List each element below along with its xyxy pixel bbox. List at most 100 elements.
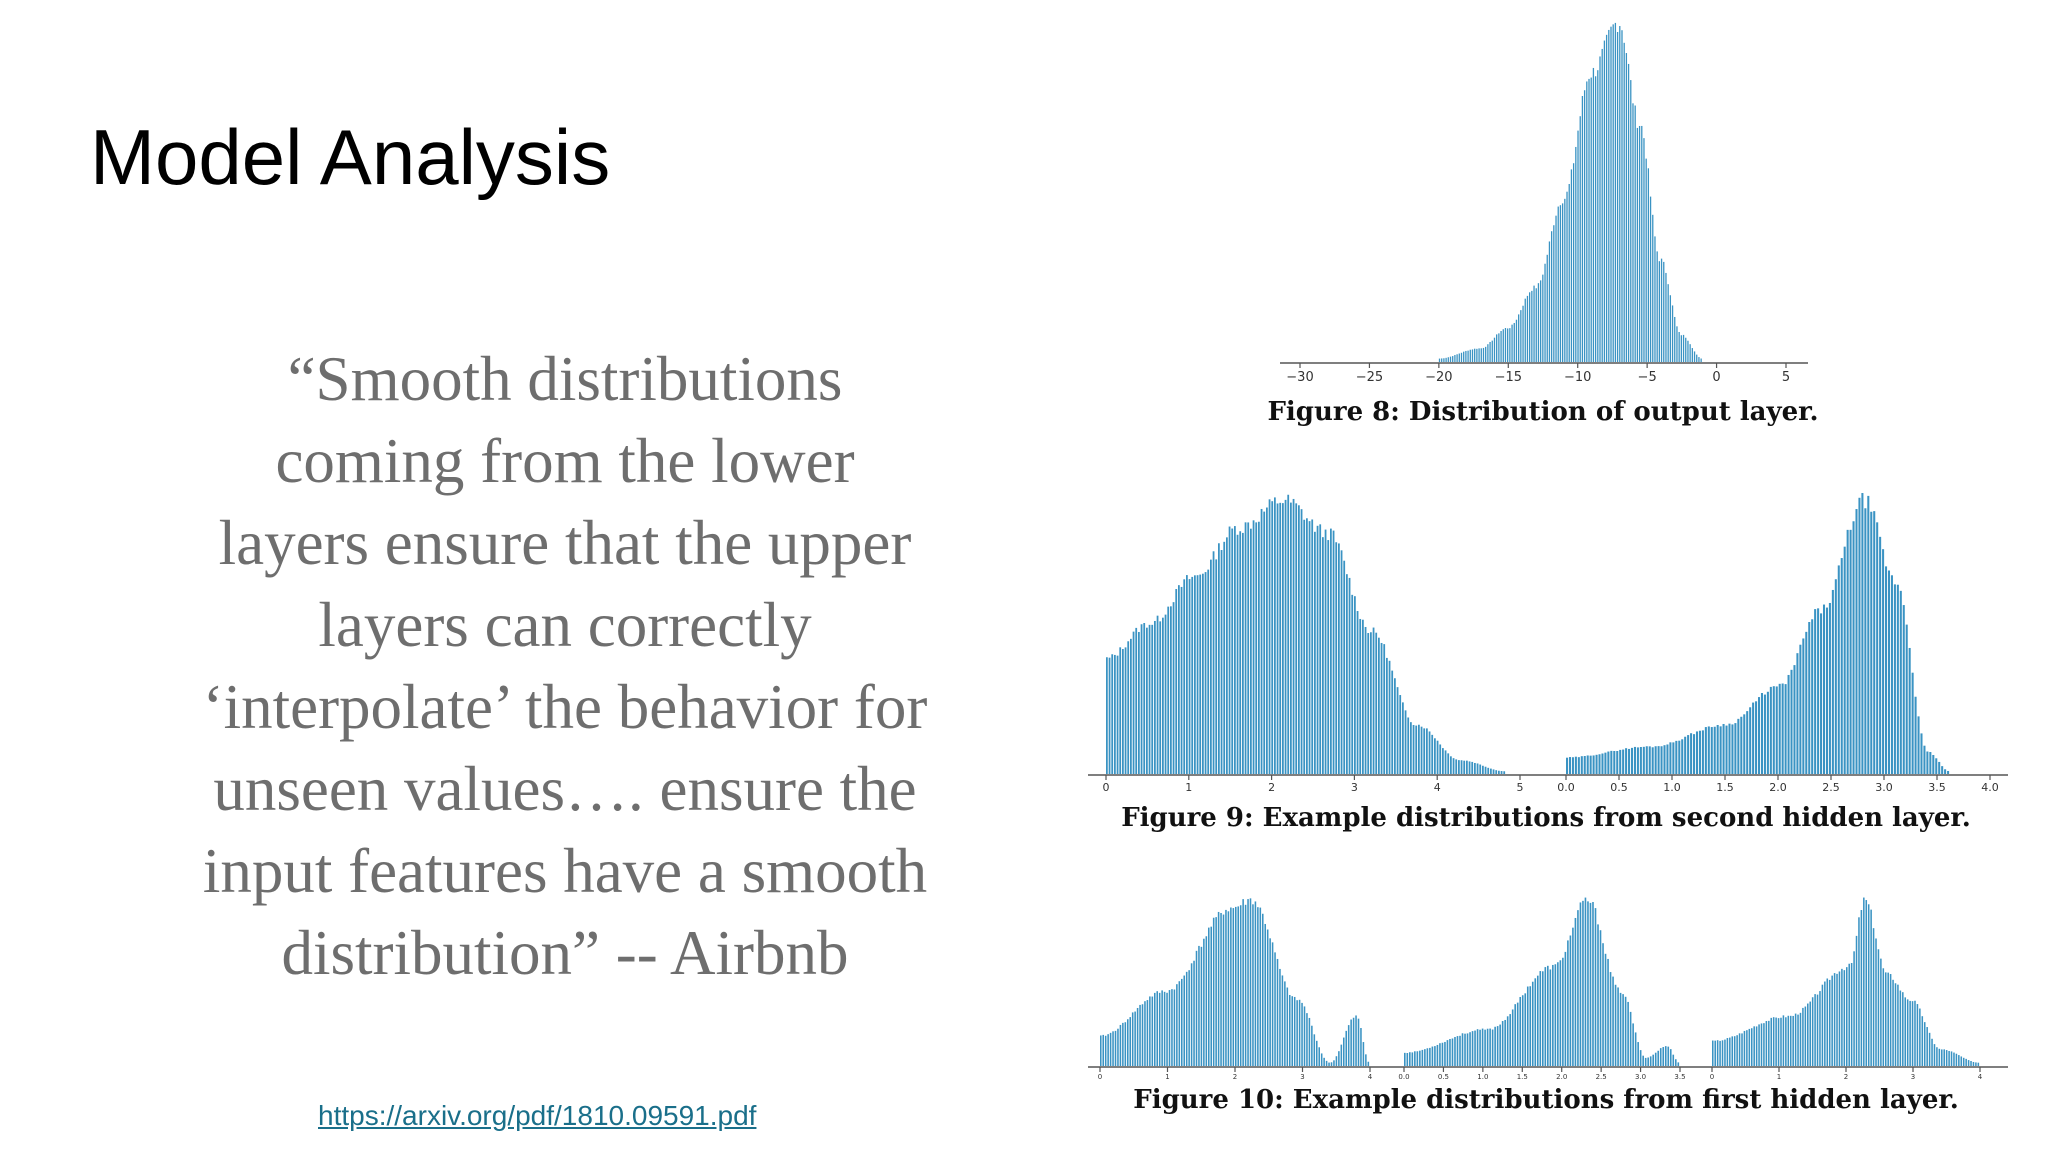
histogram-bar — [1831, 975, 1833, 1066]
histogram-bar — [1468, 761, 1471, 774]
histogram-bar — [1782, 1015, 1785, 1066]
histogram-bar — [1840, 558, 1843, 774]
histogram-bar — [1325, 1060, 1328, 1066]
histogram-bar — [1367, 1061, 1370, 1066]
histogram-bar — [1610, 26, 1612, 363]
histogram-bar — [1458, 353, 1460, 362]
histogram-bar — [1161, 990, 1163, 1066]
histogram-bar — [1941, 1049, 1943, 1066]
histogram-bar — [1154, 620, 1156, 774]
histogram-bar — [1838, 971, 1841, 1066]
histogram-bar — [1665, 272, 1667, 362]
histogram-bar — [1524, 993, 1527, 1066]
histogram-bar — [1603, 40, 1606, 363]
histogram-bar — [1669, 742, 1672, 774]
histogram-bar — [1663, 261, 1665, 362]
histogram-bar — [1340, 1044, 1343, 1066]
histogram-bar — [1725, 725, 1728, 774]
histogram-bar — [1712, 1040, 1714, 1066]
histogram-bar — [1714, 1040, 1716, 1066]
histogram-bar — [1191, 576, 1194, 774]
histogram-bar — [1896, 584, 1899, 774]
histogram-bar — [1633, 746, 1636, 774]
histogram-bar — [1402, 702, 1404, 774]
histogram-bar — [1406, 1053, 1409, 1066]
histogram-bar — [1469, 1032, 1471, 1066]
histogram-bar — [1119, 1024, 1122, 1066]
histogram-bar — [1313, 1034, 1316, 1066]
histogram-bar — [1836, 973, 1838, 1066]
histogram-bar — [1471, 1031, 1474, 1066]
x-tick-label: 5 — [1782, 370, 1790, 385]
histogram-bar — [1107, 1034, 1109, 1066]
source-link[interactable]: https://arxiv.org/pdf/1810.09591.pdf — [318, 1100, 757, 1131]
quote-line: ‘interpolate’ the behavior for — [202, 672, 928, 742]
histogram-bar — [1360, 1028, 1362, 1066]
histogram-bar — [1785, 1017, 1787, 1066]
histogram-bar — [1858, 917, 1860, 1066]
histogram-bar — [1474, 1030, 1476, 1066]
histogram-bar — [1698, 357, 1700, 362]
histogram-bar — [1208, 927, 1210, 1066]
histogram-bar — [1843, 546, 1846, 774]
histogram-bar — [1760, 1023, 1763, 1066]
histogram-bar — [1799, 1012, 1802, 1066]
histogram-bar — [1345, 1030, 1347, 1066]
histogram-bar — [1841, 968, 1843, 1066]
histogram-bar — [1719, 726, 1722, 774]
histogram-bar — [1625, 748, 1628, 774]
histogram-bar — [1574, 756, 1577, 774]
histogram-bar — [1254, 901, 1257, 1066]
figure-8: −30 −25 −20 −15 −10 −5 0 5 Figure 8: Distributio… — [1267, 22, 1819, 427]
histogram-bar — [1572, 927, 1574, 1066]
histogram-bar — [1318, 1047, 1320, 1066]
histogram-bar — [1232, 908, 1235, 1066]
histogram-bar — [1675, 740, 1678, 774]
x-tick-label: 5 — [1517, 781, 1524, 794]
histogram-bar — [1960, 1056, 1963, 1066]
histogram-bar — [1552, 964, 1554, 1066]
quote-line: layers can correctly — [318, 590, 812, 660]
histogram-bar — [1947, 770, 1950, 774]
histogram-bar — [1100, 1035, 1102, 1066]
histogram-bar — [1616, 31, 1619, 363]
histogram-bar — [1587, 901, 1589, 1066]
histogram-bar — [1882, 968, 1885, 1066]
histogram-bar — [1877, 949, 1880, 1066]
histogram-bar — [1750, 1028, 1753, 1066]
histogram-bar — [1372, 627, 1375, 774]
histogram-bar — [1316, 1040, 1318, 1066]
histogram-bar — [1634, 1032, 1637, 1066]
histogram-bar — [1225, 909, 1227, 1066]
histogram-bar — [1592, 755, 1595, 774]
histogram-bar — [1607, 751, 1610, 774]
histogram-bar — [1423, 728, 1426, 774]
histogram-bar — [1698, 730, 1701, 774]
histogram-bar — [1908, 647, 1911, 774]
histogram-bar — [1546, 254, 1548, 362]
histogram-bar — [1535, 288, 1537, 362]
histogram-bar — [1452, 356, 1454, 362]
histogram-bar — [1509, 1014, 1511, 1066]
histogram-bar — [1905, 624, 1908, 774]
histogram-bar — [1180, 586, 1183, 774]
x-tick-label: 1.0 — [1477, 1073, 1488, 1081]
histogram-bar — [1176, 984, 1178, 1066]
histogram-bar — [1753, 1026, 1755, 1066]
histogram-bar — [1736, 1035, 1738, 1066]
histogram-bar — [1743, 1030, 1746, 1066]
histogram-bar — [1936, 1047, 1938, 1066]
histogram-bar — [1220, 913, 1222, 1066]
histogram-bar — [1867, 904, 1870, 1066]
x-tick-label: 4.0 — [1981, 781, 1999, 794]
histogram-bar — [1328, 1062, 1330, 1066]
histogram-bar — [1789, 1015, 1792, 1066]
histogram-bar — [1479, 764, 1482, 774]
histogram-bar — [1515, 319, 1518, 362]
histogram-bar — [1151, 996, 1154, 1066]
histogram-bar — [1938, 761, 1941, 774]
histogram-bar — [1787, 674, 1790, 774]
histogram-bar — [1684, 736, 1687, 774]
histogram-bar — [1852, 521, 1855, 774]
histogram-bar — [1863, 897, 1865, 1066]
